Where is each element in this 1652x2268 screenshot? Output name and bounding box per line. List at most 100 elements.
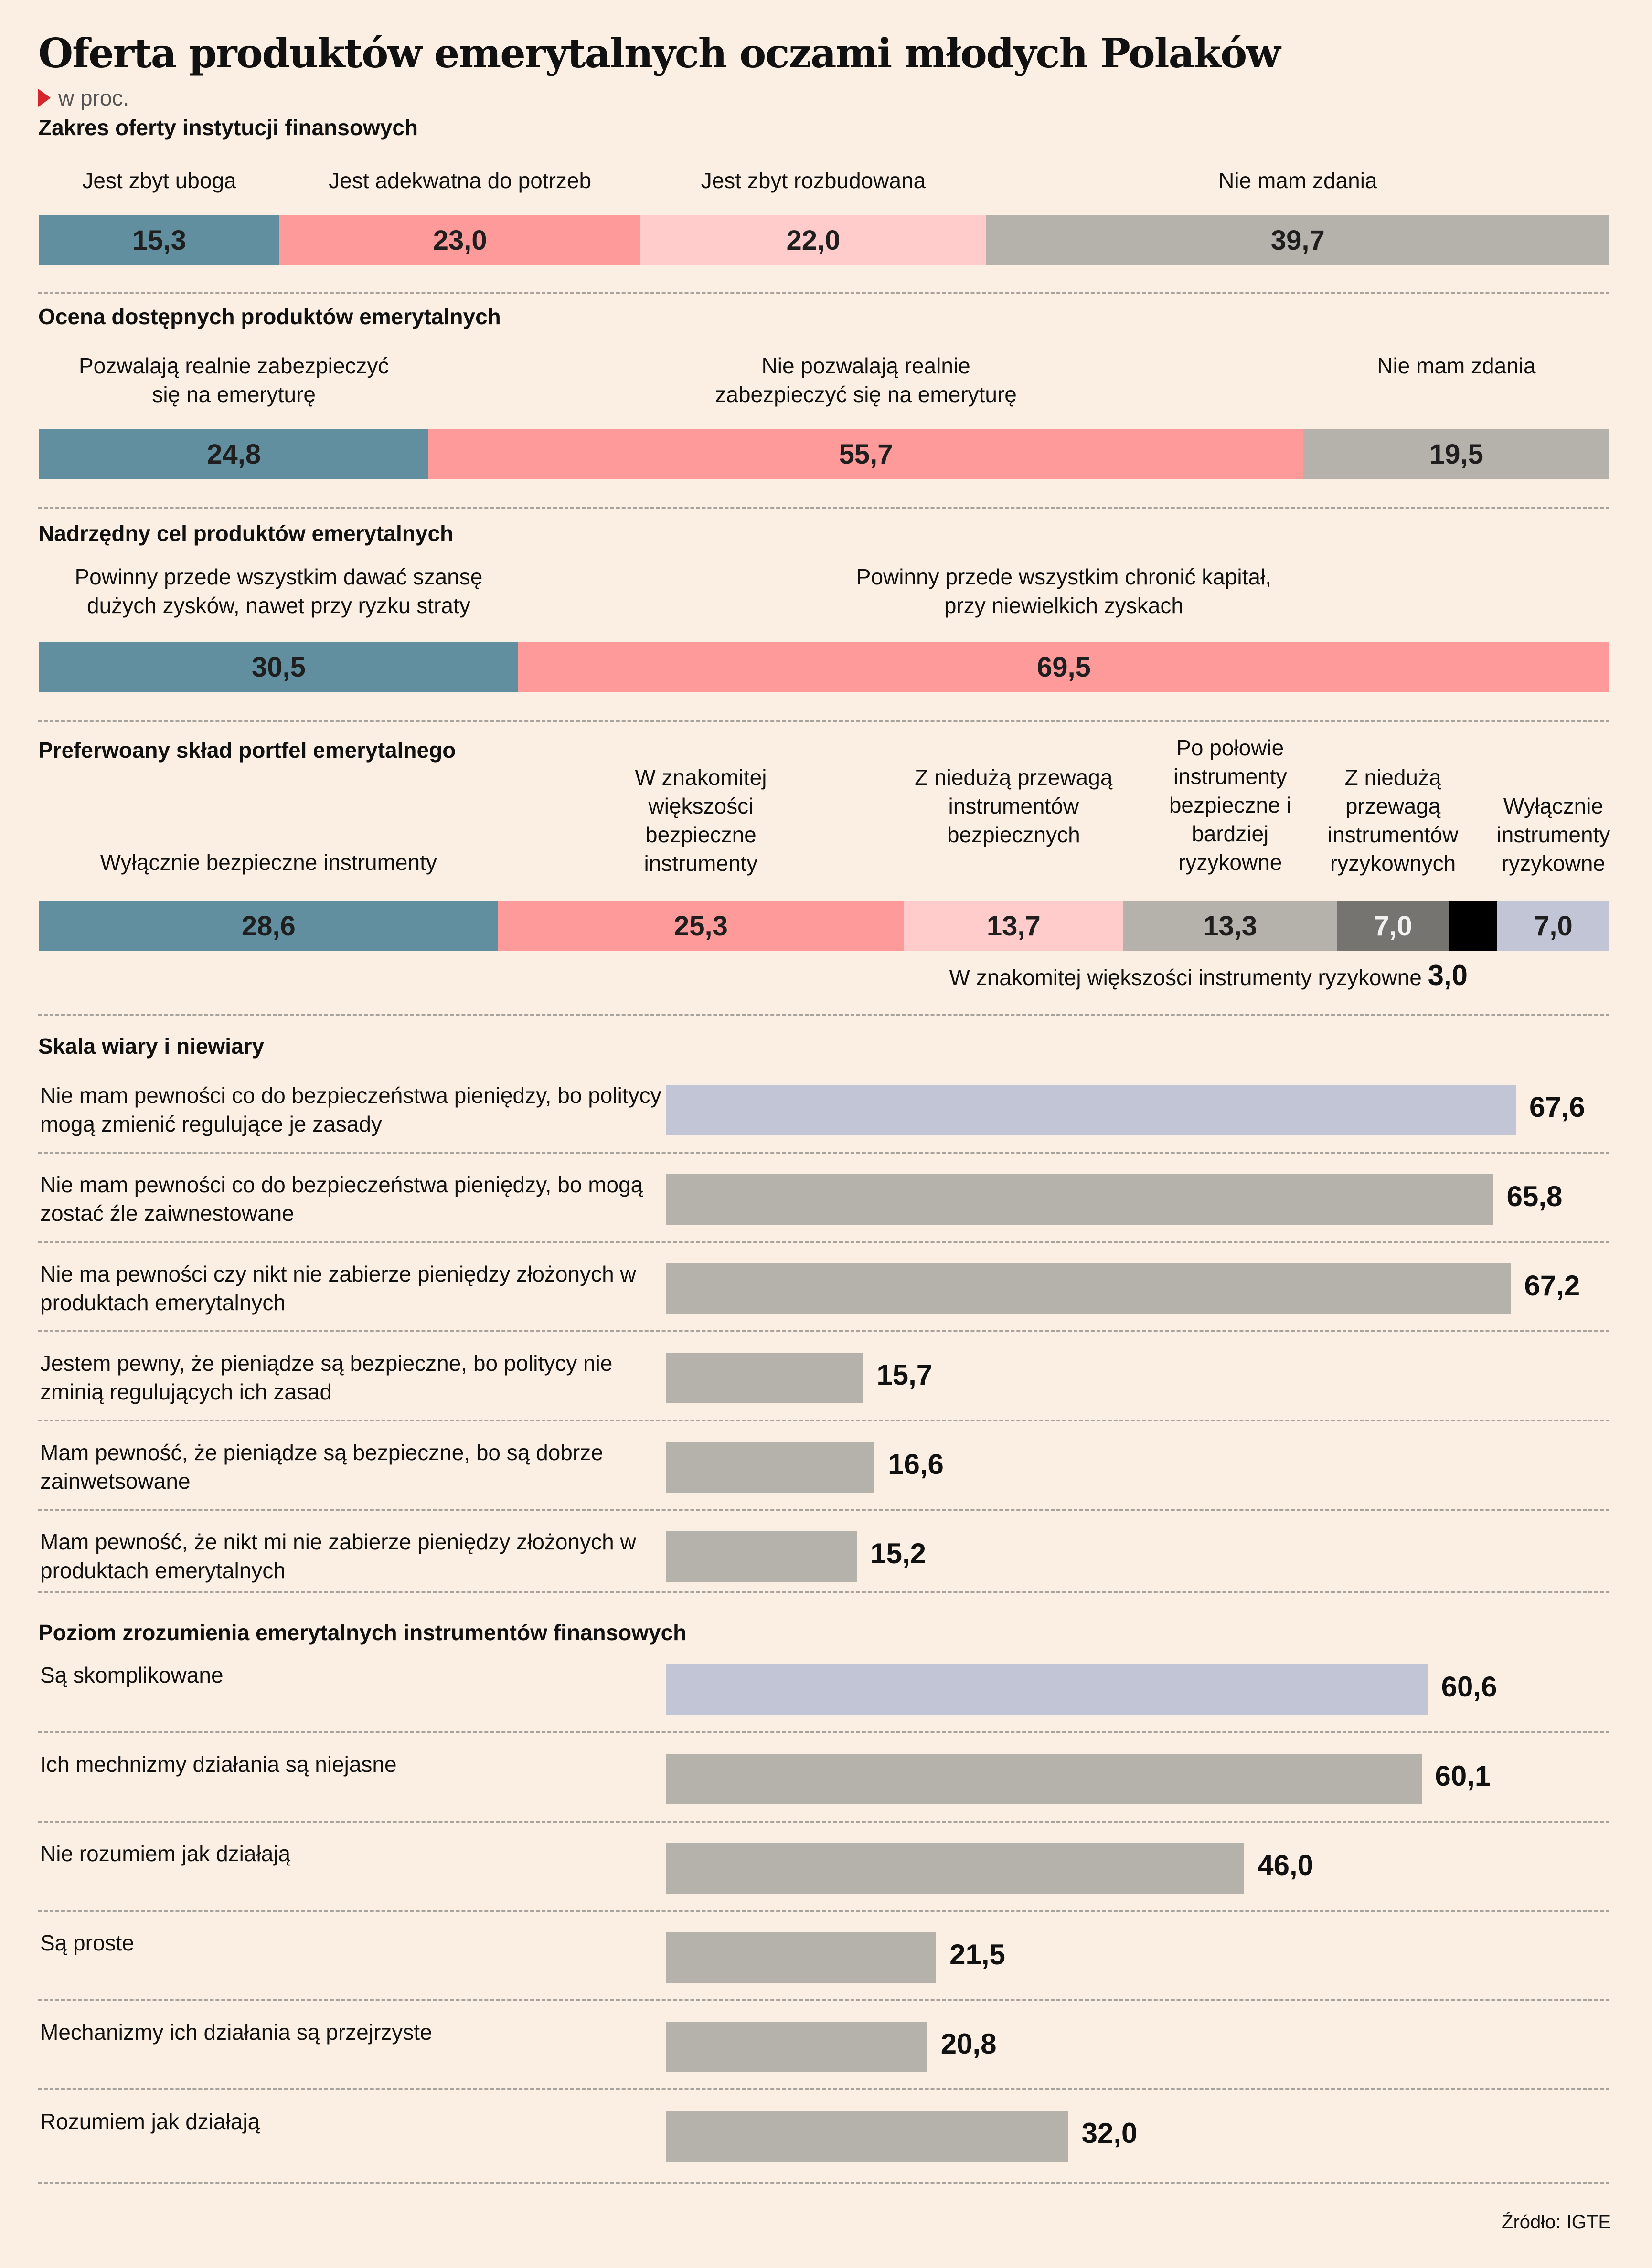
portfolio-small-segment-note: W znakomitej większości instrumenty ryzy… [949,959,1468,992]
understanding-bar [666,1843,1245,1894]
portfolio-bar-segment: 13,7 [904,901,1124,951]
main-goal-value-label: 30,5 [251,651,306,683]
portfolio-bar-segment: 7,0 [1497,901,1609,951]
section-divider [38,1999,1609,2001]
offer-range-value-label: 39,7 [1270,224,1325,256]
trust-scale-bar [666,1353,863,1403]
offer-range-value-label: 15,3 [132,224,186,256]
trust-scale-value-label: 67,6 [1529,1091,1585,1123]
understanding-bar [666,1932,937,1983]
main-goal-bar-segment: 69,5 [518,642,1609,692]
main-goal-category-label: Powinny przede wszystkim chronić kapitał… [856,564,1272,618]
understanding-bar [666,2022,927,2072]
product-rating-bar-segment: 19,5 [1303,429,1609,479]
portfolio-title: Preferwoany skład portfel emerytalnego [38,738,456,763]
trust-scale-value-label: 15,2 [870,1537,927,1569]
offer-range-bar-segment: 22,0 [640,215,986,265]
triangle-marker-icon [38,89,51,107]
trust-scale-bar [666,1531,857,1582]
trust-scale-value-label: 65,8 [1506,1180,1563,1212]
understanding-bar [666,2111,1068,2162]
portfolio-bar-segment: 28,6 [39,901,498,951]
source-note: Źródło: IGTE [1502,2212,1611,2233]
trust-scale-bar [666,1442,875,1493]
offer-range-value-label: 23,0 [433,224,487,256]
portfolio-small-segment-category: W znakomitej większości instrumenty ryzy… [949,965,1428,990]
product-rating-value-label: 55,7 [839,438,893,470]
trust-scale-bar [666,1085,1516,1135]
portfolio-category-label: Wyłącznie bezpieczne instrumenty [100,850,437,875]
trust-scale-category-label: Nie mam pewności co do bezpieczeństwa pi… [40,1083,661,1136]
main-goal-bar-segment: 30,5 [39,642,518,692]
portfolio-small-segment-value: 3,0 [1428,959,1468,991]
portfolio-bar-segment: 7,0 [1337,901,1449,951]
product-rating-value-label: 24,8 [207,438,261,470]
offer-range-bar-segment: 23,0 [279,215,641,265]
section-divider [38,2088,1609,2090]
portfolio-category-label: W znakomitej większości bezpieczne instr… [635,765,767,876]
portfolio-value-label: 28,6 [241,910,296,942]
section-divider [38,1821,1609,1823]
understanding-value-label: 60,1 [1435,1760,1491,1792]
portfolio-value-label: 25,3 [673,910,728,942]
portfolio-category-label: Wyłącznie instrumenty ryzykowne [1496,794,1610,876]
offer-range-bar-segment: 15,3 [39,215,280,265]
section-divider [38,2182,1609,2184]
product-rating-value-label: 19,5 [1429,438,1483,470]
section-divider [38,1241,1609,1243]
trust-scale-value-label: 16,6 [888,1448,944,1480]
portfolio-bar-segment: 25,3 [498,901,904,951]
understanding-value-label: 46,0 [1258,1849,1314,1881]
offer-range-category-label: Jest zbyt rozbudowana [701,168,926,193]
understanding-category-label: Nie rozumiem jak działają [40,1841,291,1866]
portfolio-category-label: Z niedużą przewagą instrumentów ryzykown… [1327,765,1459,876]
section-divider [38,1014,1609,1016]
main-goal-value-label: 69,5 [1036,651,1091,683]
portfolio-category-label: Z niedużą przewagą instrumentów bezpiecz… [915,765,1113,847]
understanding-bar [666,1754,1422,1804]
offer-range-category-label: Jest zbyt uboga [82,168,236,193]
section-divider [38,1330,1609,1332]
understanding-title: Poziom zrozumienia emerytalnych instrume… [38,1620,687,1645]
offer-range-bar-segment: 39,7 [986,215,1609,265]
understanding-value-label: 32,0 [1081,2117,1138,2149]
product-rating-category-label: Nie mam zdania [1377,353,1536,378]
understanding-category-label: Ich mechnizmy działania są niejasne [40,1752,397,1777]
page-title: Oferta produktów emerytalnych oczami mło… [38,30,1281,77]
understanding-category-label: Rozumiem jak działają [40,2109,260,2134]
trust-scale-category-label: Jestem pewny, że pieniądze są bezpieczne… [40,1351,613,1404]
main-goal-title: Nadrzędny cel produktów emerytalnych [38,521,454,546]
trust-scale-category-label: Nie ma pewności czy nikt nie zabierze pi… [40,1261,636,1315]
section-divider [38,1152,1609,1154]
understanding-value-label: 20,8 [940,2028,997,2060]
product-rating-bar-segment: 55,7 [428,429,1303,479]
offer-range-title: Zakres oferty instytucji finansowych [38,115,418,140]
product-rating-category-label: Pozwalają realnie zabezpieczyć się na em… [78,353,389,407]
trust-scale-value-label: 15,7 [876,1359,933,1391]
understanding-category-label: Mechanizmy ich działania są przejrzyste [40,2020,432,2045]
portfolio-value-label: 13,3 [1203,910,1258,942]
section-divider [38,507,1609,509]
trust-scale-bar [666,1263,1511,1314]
section-divider [38,1591,1609,1593]
trust-scale-title: Skala wiary i niewiary [38,1034,265,1059]
portfolio-category-label: Po połowie instrumenty bezpieczne i bard… [1169,735,1291,875]
section-divider [38,1509,1609,1511]
trust-scale-category-label: Mam pewność, że pieniądze są bezpieczne,… [40,1440,603,1494]
portfolio-bar-segment: 13,3 [1123,901,1337,951]
product-rating-bar-segment: 24,8 [39,429,429,479]
section-divider [38,1731,1609,1733]
trust-scale-category-label: Nie mam pewności co do bezpieczeństwa pi… [40,1172,643,1226]
portfolio-value-label: 7,0 [1534,910,1573,942]
section-divider [38,1910,1609,1912]
trust-scale-bar [666,1174,1493,1225]
unit-label: w proc. [38,85,129,111]
understanding-category-label: Są skomplikowane [40,1663,224,1687]
portfolio-value-label: 7,0 [1374,910,1412,942]
portfolio-value-label: 13,7 [986,910,1041,942]
understanding-category-label: Są proste [40,1930,134,1955]
offer-range-category-label: Jest adekwatna do potrzeb [329,168,592,193]
portfolio-bar-segment [1449,901,1497,951]
unit-text: w proc. [58,85,129,110]
